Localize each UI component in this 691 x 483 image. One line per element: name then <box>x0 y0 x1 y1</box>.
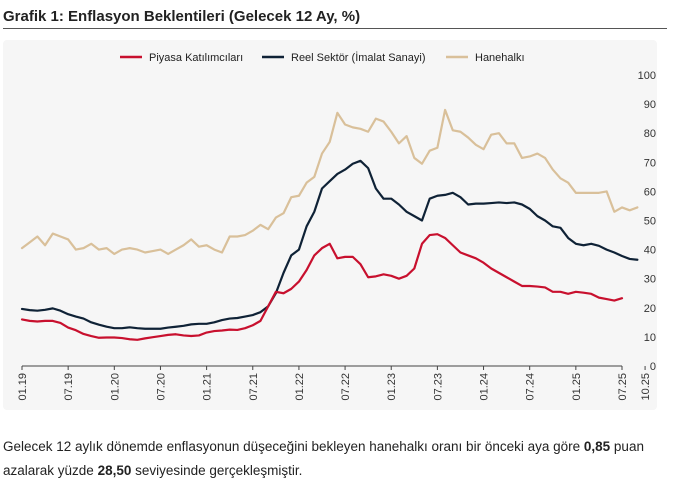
y-tick-label: 50 <box>644 216 656 228</box>
x-tick-label: 01.23 <box>386 373 398 401</box>
x-tick-label: 01.24 <box>479 373 491 401</box>
x-tick-label: 07.21 <box>248 373 260 401</box>
y-tick-label: 40 <box>644 245 656 257</box>
x-tick-label: 07.24 <box>525 373 537 401</box>
x-tick-label: 10.25 <box>640 373 652 401</box>
y-tick-label: 90 <box>644 99 656 111</box>
legend-label: Reel Sektör (İmalat Sanayi) <box>291 51 426 64</box>
x-tick-label: 07.22 <box>340 373 352 401</box>
y-tick-label: 80 <box>644 128 656 140</box>
x-tick-label: 01.19 <box>17 373 29 401</box>
legend-label: Hanehalkı <box>475 52 525 64</box>
x-tick-label: 01.20 <box>109 373 121 401</box>
x-tick-label: 01.21 <box>202 373 214 401</box>
legend-label: Piyasa Katılımcıları <box>149 52 243 64</box>
series-line-1 <box>20 159 639 330</box>
title-divider <box>3 28 667 29</box>
y-tick-label: 60 <box>644 186 656 198</box>
x-tick-label: 07.19 <box>63 373 75 401</box>
series-line-0 <box>20 233 624 341</box>
chart-caption: Gelecek 12 aylık dönemde enflasyonun düş… <box>3 435 687 483</box>
caption-value-1: 0,85 <box>583 439 611 454</box>
y-tick-label: 20 <box>644 303 656 315</box>
y-tick-label: 0 <box>650 361 656 373</box>
x-tick-label: 07.20 <box>155 373 167 401</box>
y-tick-label: 30 <box>644 274 656 286</box>
caption-text-2: puan azalarak yüzde <box>3 439 644 478</box>
caption-value-2: 28,50 <box>97 463 132 478</box>
y-tick-label: 10 <box>644 332 656 344</box>
y-tick-label: 100 <box>638 70 656 82</box>
caption-text-1: Gelecek 12 aylık dönemde enflasyonun düş… <box>3 439 584 454</box>
line-chart: 0 10 20 30 40 50 60 70 80 90 100 01.19 07.19 01.20 07.… <box>17 51 656 401</box>
x-tick-label: 01.22 <box>294 373 306 401</box>
series-line-2 <box>20 108 639 256</box>
x-tick-label: 07.25 <box>617 373 629 401</box>
chart-title: Grafik 1: Enflasyon Beklentileri (Gelece… <box>3 8 361 25</box>
y-tick-label: 70 <box>644 157 656 169</box>
chart-panel: 0 10 20 30 40 50 60 70 80 90 100 01.19 07.19 01.20 07.… <box>3 40 657 410</box>
x-tick-label: 01.25 <box>571 373 583 401</box>
caption-text-3: seviyesinde gerçekleşmiştir. <box>131 463 303 478</box>
x-tick-label: 07.23 <box>432 373 444 401</box>
